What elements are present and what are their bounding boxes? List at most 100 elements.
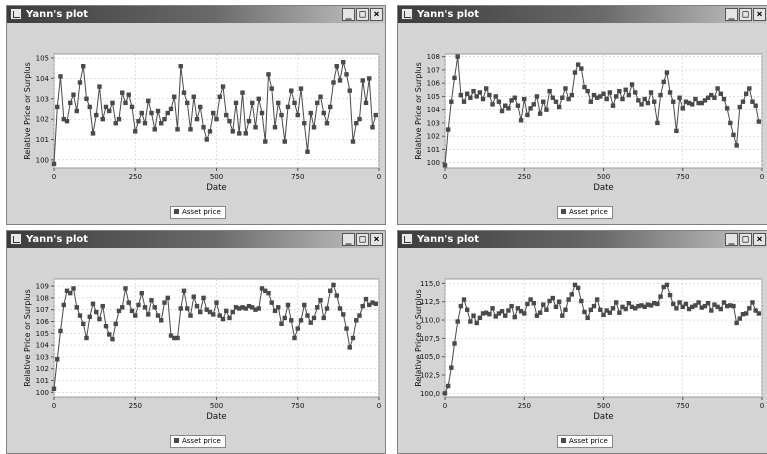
- data-point: [204, 137, 209, 142]
- data-point: [289, 88, 294, 93]
- data-point: [243, 131, 248, 136]
- legend: Asset price: [557, 206, 613, 219]
- maximize-button[interactable]: □: [739, 8, 752, 21]
- data-point: [547, 298, 552, 304]
- y-tick-label: 100: [36, 389, 49, 397]
- data-point: [648, 303, 654, 308]
- app-chart-icon[interactable]: [10, 233, 22, 245]
- data-point: [71, 286, 76, 291]
- data-point: [572, 282, 578, 288]
- data-point: [354, 121, 359, 126]
- data-point: [311, 315, 317, 321]
- close-button[interactable]: ×: [753, 8, 766, 21]
- data-point: [696, 300, 701, 305]
- data-point: [572, 70, 578, 75]
- data-point: [272, 308, 278, 314]
- plot-window[interactable]: Yann's plot _ □ × 100 101 102 103 104 105 106 107 10…: [397, 5, 767, 225]
- data-point: [445, 127, 451, 132]
- x-tick-label: 250: [129, 173, 142, 181]
- data-point: [146, 98, 151, 104]
- data-point: [289, 318, 294, 323]
- data-point: [269, 86, 274, 91]
- window-titlebar[interactable]: Yann's plot _ □ ×: [7, 231, 385, 248]
- app-chart-icon[interactable]: [401, 8, 413, 20]
- y-axis-label: Relative Price or Surplus: [23, 289, 32, 387]
- app-chart-icon[interactable]: [10, 8, 22, 20]
- plot-window[interactable]: Yann's plot _ □ × 100 101 102 103 104 105 106 107 10…: [6, 230, 386, 454]
- window-titlebar[interactable]: Yann's plot _ □ ×: [7, 6, 385, 23]
- minimize-button[interactable]: _: [725, 233, 738, 246]
- maximize-button[interactable]: □: [739, 233, 752, 246]
- data-point: [518, 118, 524, 123]
- close-button[interactable]: ×: [370, 8, 383, 21]
- plot-area: [444, 278, 763, 398]
- data-point: [477, 315, 483, 321]
- data-point: [458, 92, 464, 98]
- data-point: [341, 59, 346, 65]
- window-titlebar[interactable]: Yann's plot _ □ ×: [398, 231, 767, 248]
- data-point: [671, 301, 676, 307]
- data-point: [585, 315, 590, 321]
- data-point: [103, 104, 109, 110]
- data-point: [357, 116, 362, 122]
- data-point: [331, 282, 336, 288]
- legend-label: Asset price: [569, 437, 608, 445]
- minimize-button[interactable]: _: [342, 8, 355, 21]
- legend-swatch: [174, 209, 179, 214]
- data-point: [87, 104, 92, 110]
- data-point: [246, 118, 252, 124]
- data-point: [683, 301, 689, 307]
- data-point: [64, 118, 70, 124]
- data-point: [71, 92, 76, 97]
- minimize-button[interactable]: _: [342, 233, 355, 246]
- data-point: [68, 290, 73, 296]
- data-point: [626, 300, 632, 306]
- data-point: [534, 313, 540, 318]
- data-point: [172, 94, 177, 99]
- y-tick-label: 106: [427, 80, 441, 88]
- data-point: [113, 121, 118, 126]
- data-point: [534, 94, 540, 99]
- data-point: [113, 321, 118, 327]
- data-point: [480, 311, 486, 316]
- data-point: [178, 64, 183, 69]
- data-point: [705, 300, 711, 306]
- data-point: [525, 301, 530, 307]
- window-titlebar[interactable]: Yann's plot _ □ ×: [398, 6, 767, 23]
- data-point: [237, 306, 242, 311]
- maximize-button[interactable]: □: [356, 8, 369, 21]
- data-point: [449, 365, 454, 370]
- chart: 100 101 102 103 104 105 106 107 108 0 250 500 750 0 Da…: [414, 53, 764, 193]
- data-point: [136, 302, 141, 308]
- data-point: [240, 90, 245, 95]
- plot-window[interactable]: Yann's plot _ □ × 100 101 102 103 104 105 0 250 500 7…: [6, 5, 386, 225]
- data-point: [493, 314, 498, 319]
- data-point: [90, 131, 96, 136]
- plot-window[interactable]: Yann's plot _ □ × 100,0 102,5 105,0 107,5 110,0 1…: [397, 230, 767, 454]
- data-point: [276, 305, 281, 310]
- x-tick-label: 0: [52, 173, 56, 181]
- data-point: [302, 121, 307, 126]
- app-chart-icon[interactable]: [401, 233, 413, 245]
- data-point: [553, 99, 559, 104]
- data-point: [531, 102, 536, 107]
- data-point: [522, 96, 527, 102]
- y-tick-label: 109: [36, 283, 49, 291]
- close-button[interactable]: ×: [753, 233, 766, 246]
- data-point: [566, 96, 571, 102]
- maximize-button[interactable]: □: [356, 233, 369, 246]
- close-button[interactable]: ×: [370, 233, 383, 246]
- data-point: [367, 302, 372, 308]
- data-point: [753, 308, 758, 313]
- minimize-button[interactable]: _: [725, 8, 738, 21]
- data-point: [728, 120, 733, 126]
- data-point: [81, 64, 86, 69]
- data-point: [477, 90, 483, 95]
- data-point: [194, 303, 200, 309]
- data-point: [496, 311, 502, 316]
- window-controls: _ □ ×: [725, 8, 766, 21]
- data-point: [159, 121, 164, 126]
- data-point: [298, 318, 304, 323]
- data-point: [601, 312, 606, 318]
- data-point: [318, 94, 323, 99]
